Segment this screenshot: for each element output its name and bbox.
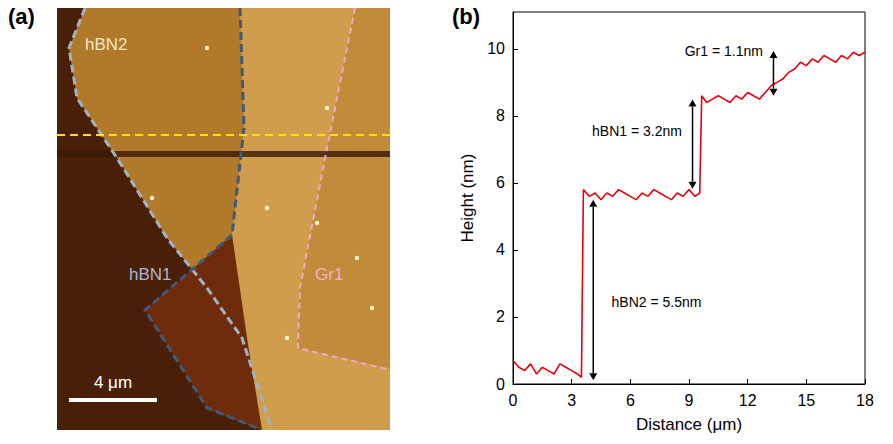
svg-text:hBN2: hBN2 bbox=[85, 35, 128, 54]
svg-text:hBN2 = 5.5nm: hBN2 = 5.5nm bbox=[612, 294, 702, 310]
svg-text:10: 10 bbox=[487, 40, 505, 57]
svg-text:hBN1: hBN1 bbox=[129, 265, 172, 284]
svg-text:6: 6 bbox=[496, 174, 505, 191]
svg-text:4 μm: 4 μm bbox=[94, 373, 132, 392]
svg-text:8: 8 bbox=[496, 107, 505, 124]
svg-text:12: 12 bbox=[739, 392, 757, 409]
svg-text:2: 2 bbox=[496, 308, 505, 325]
svg-text:Distance (μm): Distance (μm) bbox=[636, 415, 742, 434]
html-text:(b): (b) bbox=[452, 4, 481, 29]
svg-text:9: 9 bbox=[685, 392, 694, 409]
svg-text:0: 0 bbox=[496, 376, 505, 393]
svg-text:6: 6 bbox=[626, 392, 635, 409]
svg-text:Gr1: Gr1 bbox=[315, 265, 343, 284]
svg-text:4: 4 bbox=[496, 241, 505, 258]
html-text:(a): (a) bbox=[8, 4, 35, 29]
svg-text:3: 3 bbox=[567, 392, 576, 409]
svg-text:Height (nm): Height (nm) bbox=[458, 154, 477, 243]
svg-text:hBN1 = 3.2nm: hBN1 = 3.2nm bbox=[592, 123, 682, 139]
svg-text:Gr1 = 1.1nm: Gr1 = 1.1nm bbox=[685, 43, 763, 59]
svg-text:18: 18 bbox=[856, 392, 874, 409]
svg-text:0: 0 bbox=[509, 392, 518, 409]
svg-text:15: 15 bbox=[797, 392, 815, 409]
